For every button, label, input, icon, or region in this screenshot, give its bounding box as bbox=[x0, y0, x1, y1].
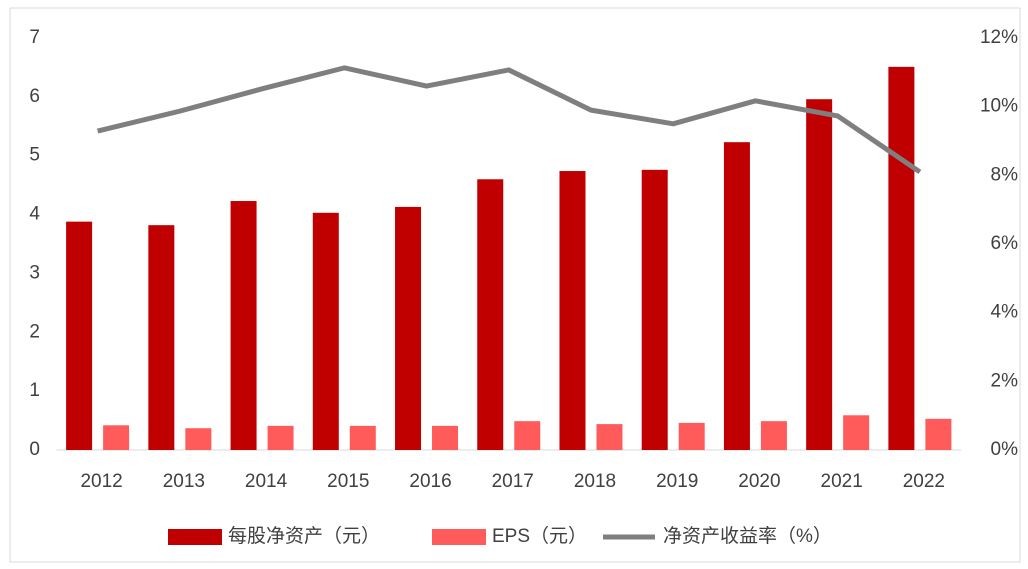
bar bbox=[103, 425, 130, 450]
bar bbox=[148, 225, 175, 450]
x-tick-label: 2019 bbox=[656, 471, 698, 492]
y2-tick-label: 4% bbox=[991, 302, 1019, 323]
y-tick-label: 0 bbox=[29, 439, 40, 460]
chart-frame bbox=[9, 7, 1021, 563]
bar bbox=[66, 221, 93, 450]
y-tick-label: 3 bbox=[29, 262, 40, 283]
bar bbox=[477, 179, 504, 450]
y2-tick-label: 0% bbox=[991, 439, 1019, 460]
bar bbox=[806, 99, 833, 450]
x-tick-label: 2016 bbox=[409, 471, 451, 492]
line bbox=[97, 65, 922, 174]
y2-tick-label: 10% bbox=[980, 96, 1018, 117]
y-tick-label: 6 bbox=[29, 86, 40, 107]
legend-swatch bbox=[168, 529, 222, 545]
bar bbox=[641, 169, 668, 450]
y2-tick-label: 8% bbox=[991, 164, 1019, 185]
bar bbox=[185, 428, 212, 450]
bar bbox=[349, 425, 376, 450]
bar bbox=[514, 421, 541, 450]
bar bbox=[843, 415, 870, 450]
y-tick-label: 1 bbox=[29, 380, 40, 401]
bar bbox=[925, 418, 952, 450]
y2-tick-label: 12% bbox=[980, 27, 1018, 48]
x-tick-label: 2012 bbox=[80, 471, 122, 492]
bar bbox=[230, 201, 257, 450]
x-tick-label: 2015 bbox=[327, 471, 369, 492]
x-tick-label: 2014 bbox=[245, 471, 288, 492]
legend-swatch bbox=[432, 529, 486, 545]
bar bbox=[760, 421, 787, 450]
x-tick-label: 2018 bbox=[574, 471, 616, 492]
y2-tick-label: 6% bbox=[991, 233, 1019, 254]
legend-label: 净资产收益率（%） bbox=[663, 525, 832, 547]
bar bbox=[395, 206, 422, 450]
bar bbox=[312, 212, 339, 450]
y-tick-label: 5 bbox=[29, 145, 40, 166]
bar bbox=[888, 66, 915, 450]
bar bbox=[559, 171, 586, 450]
bar bbox=[267, 425, 294, 450]
bar bbox=[596, 424, 623, 450]
bar bbox=[432, 425, 459, 450]
legend-label: 每股净资产（元） bbox=[228, 525, 380, 547]
x-tick-label: 2020 bbox=[738, 471, 780, 492]
legend-label: EPS（元） bbox=[492, 525, 587, 547]
x-tick-label: 2017 bbox=[492, 471, 534, 492]
x-tick-label: 2013 bbox=[163, 471, 205, 492]
y-tick-label: 2 bbox=[29, 321, 40, 342]
y-tick-label: 4 bbox=[29, 204, 40, 225]
bar bbox=[723, 142, 750, 451]
y-tick-label: 7 bbox=[29, 27, 40, 48]
x-tick-label: 2021 bbox=[821, 471, 863, 492]
x-tick-label: 2022 bbox=[903, 471, 945, 492]
bar bbox=[678, 422, 705, 450]
y2-tick-label: 2% bbox=[991, 370, 1019, 391]
